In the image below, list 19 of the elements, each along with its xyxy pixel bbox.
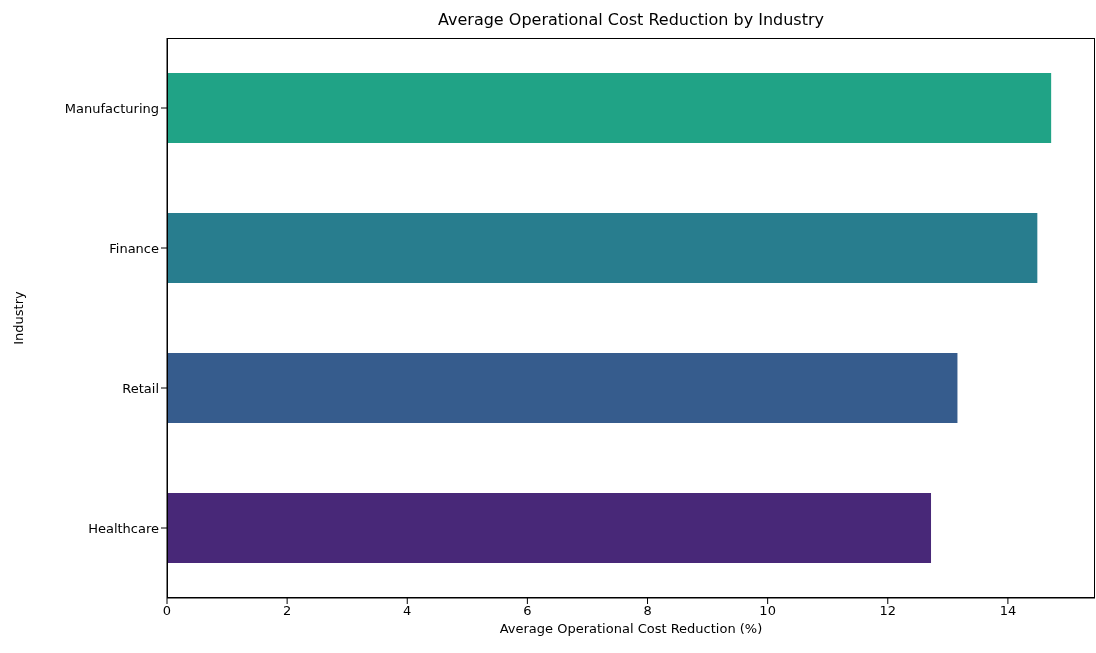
x-tick-label: 0 (162, 603, 172, 619)
bar (167, 73, 1052, 143)
x-tick-label: 8 (643, 603, 652, 619)
x-tick-label: 12 (879, 603, 897, 619)
x-tick-label: 2 (282, 603, 292, 619)
y-tick-label: Finance (109, 240, 159, 256)
y-tick-label: Manufacturing (64, 100, 159, 116)
x-tick-label: 4 (403, 603, 412, 619)
x-axis-title: Average Operational Cost Reduction (%) (499, 621, 763, 636)
chart-title: Average Operational Cost Reduction by Industry (437, 10, 825, 29)
y-tick-label: Healthcare (88, 520, 159, 536)
x-tick-label: 14 (999, 603, 1017, 619)
x-tick-label: 10 (759, 603, 776, 619)
bar (167, 213, 1038, 283)
bar (167, 353, 958, 423)
y-tick-label: Retail (122, 380, 159, 396)
bar (167, 493, 932, 563)
y-axis-title: Industry (10, 290, 26, 345)
x-tick-label: 6 (523, 603, 532, 619)
